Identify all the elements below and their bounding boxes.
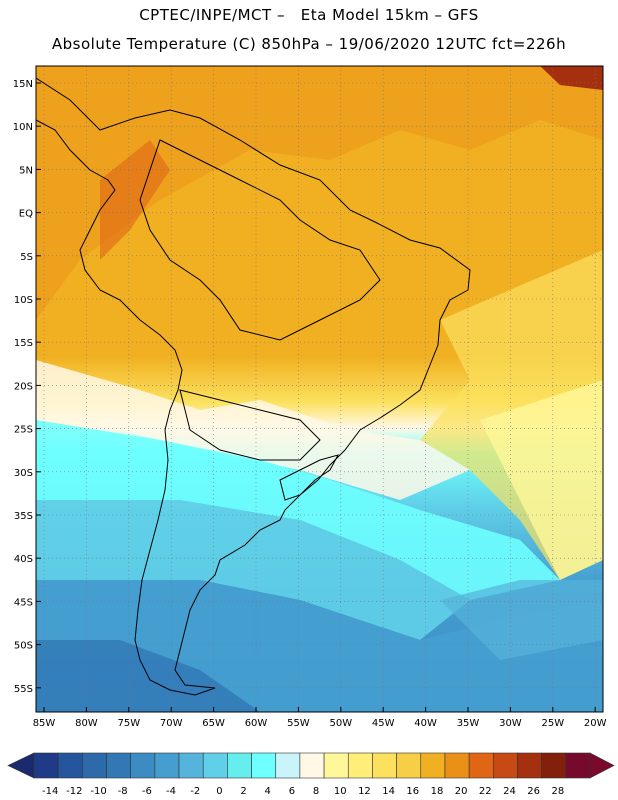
plot-frame [35,65,604,713]
colorbar-swatch [541,752,567,779]
lat-label: 10N [13,122,33,133]
colorbar-label: 16 [406,786,419,797]
colorbar-swatch [468,752,494,779]
gridlines [36,66,603,712]
colorbar-swatch [106,752,131,779]
colorbar-label: -12 [66,786,82,797]
colorbar-label: -6 [142,786,152,797]
lat-label: 25S [14,425,33,436]
lon-label: 35W [457,718,480,729]
colorbar-swatch [178,752,204,779]
lon-label: 40W [414,718,437,729]
lat-label: 15S [14,338,33,349]
title-line-2: Absolute Temperature (C) 850hPa – 19/06/… [51,35,567,53]
colorbar-label: 8 [313,786,319,797]
colorbar-swatch [517,752,542,779]
colorbar-label: -2 [190,786,200,797]
colorbar-swatch [33,752,59,779]
colorbar-swatch [275,752,301,779]
lat-label: 5S [20,252,33,263]
lon-label: 55W [287,718,310,729]
lon-label: 60W [245,718,268,729]
colorbar-swatch [444,752,470,779]
colorbar-label: -4 [166,786,176,797]
lon-label: 85W [33,718,56,729]
colorbar-low-arrow [7,752,35,779]
lat-label: 50S [14,641,33,652]
lat-label: 10S [14,295,33,306]
latitude-axis: 15N 10N 5N EQ 5S 10S 15S 20S 25S 30S 35S 40S 45S 50S 5… [13,79,41,695]
lat-label: 15N [13,79,33,90]
colorbar-label: 20 [455,786,468,797]
title-line-1: CPTEC/INPE/MCT – Eta Model 15km – GFS [139,6,479,24]
coastline [36,77,471,696]
colorbar-high-arrow [589,752,615,779]
lat-label: 45S [14,597,33,608]
lon-label: 65W [202,718,225,729]
colorbar-swatch [299,752,325,779]
lat-label: 20S [14,381,33,392]
lon-label: 45W [372,718,395,729]
colorbar-swatch [420,752,446,779]
colorbar-swatch [251,752,277,779]
colorbar-swatch [130,752,156,779]
colorbar-label: 4 [265,786,271,797]
colorbar-label: 26 [527,786,540,797]
colorbar-swatch [57,752,83,779]
lat-label: 30S [14,468,33,479]
colorbar-swatch [154,752,180,779]
colorbar-swatch [565,752,591,779]
colorbar-label: -10 [90,786,106,797]
colorbar-label: -8 [118,786,128,797]
colorbar-swatch [227,752,252,779]
colorbar-label: 24 [503,786,516,797]
lon-label: 70W [160,718,183,729]
lon-label: 50W [329,718,352,729]
colorbar-label: 0 [216,786,222,797]
colorbar-label: 10 [334,786,347,797]
colorbar: -14 -12 -10 -8 -6 -4 -2 0 2 4 6 8 10 12 14 16 18 20 22 24 26… [7,752,615,797]
colorbar-swatch [347,752,373,779]
colorbar-label: 2 [240,786,246,797]
lat-label: 35S [14,511,33,522]
colorbar-label: 22 [479,786,492,797]
colorbar-swatch [493,752,518,779]
temperature-field [36,66,603,712]
colorbar-swatch [82,752,107,779]
colorbar-label: 28 [551,786,564,797]
colorbar-label: 6 [289,786,295,797]
lat-label: EQ [19,209,33,220]
lon-label: 30W [499,718,522,729]
colorbar-label: 12 [358,786,371,797]
colorbar-swatch [202,752,228,779]
colorbar-swatch [372,752,397,779]
colorbar-label: 18 [431,786,444,797]
lon-label: 75W [117,718,140,729]
lat-label: 40S [14,554,33,565]
colorbar-label: 14 [382,786,395,797]
lon-label: 25W [541,718,564,729]
lon-label: 80W [75,718,98,729]
colorbar-label: -14 [42,786,58,797]
colorbar-swatch [323,752,349,779]
lon-label: 20W [584,718,607,729]
colorbar-swatch [396,752,422,779]
lat-label: 55S [14,684,33,695]
lat-label: 5N [19,165,33,176]
longitude-axis: 85W 80W 75W 70W 65W 60W 55W 50W 45W 40W 35W 30W 25W 2… [33,707,607,729]
